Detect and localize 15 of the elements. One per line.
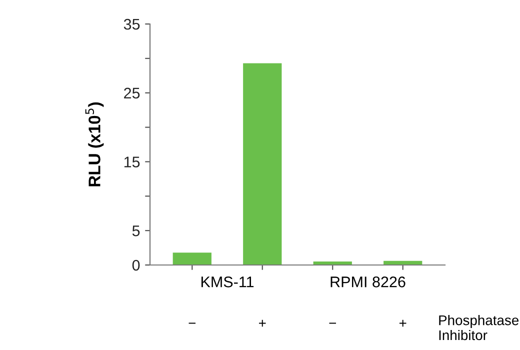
text: KMS-11 <box>201 276 254 288</box>
y-axis-title: RLU (x10$^{5}$) <box>85 102 104 186</box>
x-tick-label: − <box>329 322 336 324</box>
y-tick-label: 5 <box>132 226 140 236</box>
text: RPMI 8226 <box>330 276 406 288</box>
x-tick-label: − <box>188 322 196 324</box>
bar <box>172 252 212 265</box>
bar <box>243 63 282 265</box>
y-tick-label: 0 <box>132 260 140 271</box>
y-tick-label: 15 <box>124 156 140 168</box>
x-tick-label: + <box>399 320 406 327</box>
y-tick-label: 25 <box>124 88 140 99</box>
y-tick-label: 35 <box>124 18 140 30</box>
x-axis-title: Phosphatase Inhibitor <box>439 315 519 340</box>
x-tick-label: + <box>259 320 266 327</box>
